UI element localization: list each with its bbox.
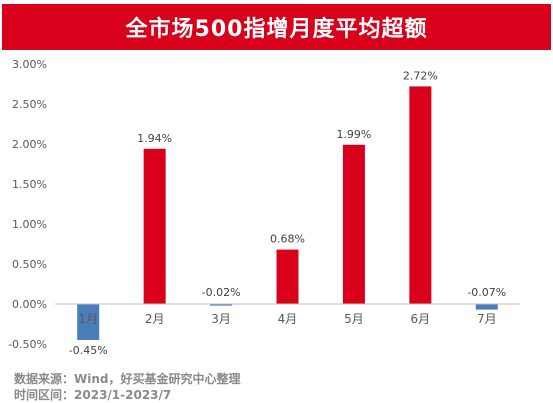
bar-4 — [276, 249, 299, 304]
source-note: 数据来源：Wind，好买基金研究中心整理 — [14, 370, 241, 387]
period-label: 时间区间： — [14, 388, 75, 402]
data-label: -0.45% — [69, 344, 108, 357]
x-tick-label: 4月 — [278, 312, 298, 326]
bar-chart: -0.50% 0.00% 0.50% 1.00% 1.50% 2.00% 2.50% 3.00… — [8, 58, 520, 357]
data-label: 2.72% — [403, 69, 438, 82]
x-tick-label: 6月 — [411, 312, 431, 326]
y-tick-label: 0.50% — [12, 258, 47, 271]
bar-2 — [143, 148, 166, 304]
y-tick-label: 1.50% — [12, 178, 47, 191]
y-tick-label: -0.50% — [8, 338, 47, 351]
data-label: 0.68% — [270, 233, 305, 246]
x-tick-label: 2月 — [145, 312, 165, 326]
y-axis: -0.50% 0.00% 0.50% 1.00% 1.50% 2.00% 2.50% 3.00… — [8, 58, 47, 351]
y-tick-label: 3.00% — [12, 58, 47, 71]
bar-6 — [409, 86, 432, 305]
data-label: -0.02% — [202, 286, 241, 299]
x-axis: 1月 2月 3月 4月 5月 6月 7月 — [55, 303, 520, 326]
y-tick-label: 0.00% — [12, 298, 47, 311]
y-tick-label: 1.00% — [12, 218, 47, 231]
source-value: Wind，好买基金研究中心整理 — [74, 372, 241, 386]
bar-3 — [210, 304, 233, 306]
y-tick-label: 2.00% — [12, 138, 47, 151]
period-note: 时间区间：2023/1-2023/7 — [14, 386, 171, 403]
data-label: 1.94% — [137, 132, 172, 145]
x-tick-label: 7月 — [477, 312, 497, 326]
bar-1 — [77, 304, 100, 340]
x-tick-label: 1月 — [78, 312, 98, 326]
period-value: 2023/1-2023/7 — [74, 388, 172, 402]
bars — [77, 86, 498, 340]
x-tick-label: 3月 — [211, 312, 231, 326]
y-tick-label: 2.50% — [12, 98, 47, 111]
data-label: 1.99% — [336, 128, 371, 141]
x-tick-label: 5月 — [344, 312, 364, 326]
bar-7 — [475, 304, 498, 310]
data-label: -0.07% — [467, 286, 506, 299]
chart-title: 全市场500指增月度平均超额 — [2, 4, 551, 50]
source-label: 数据来源： — [14, 372, 75, 386]
data-labels: -0.45% 1.94% -0.02% 0.68% 1.99% 2.72% -0.07% — [69, 69, 506, 357]
bar-5 — [342, 144, 365, 304]
